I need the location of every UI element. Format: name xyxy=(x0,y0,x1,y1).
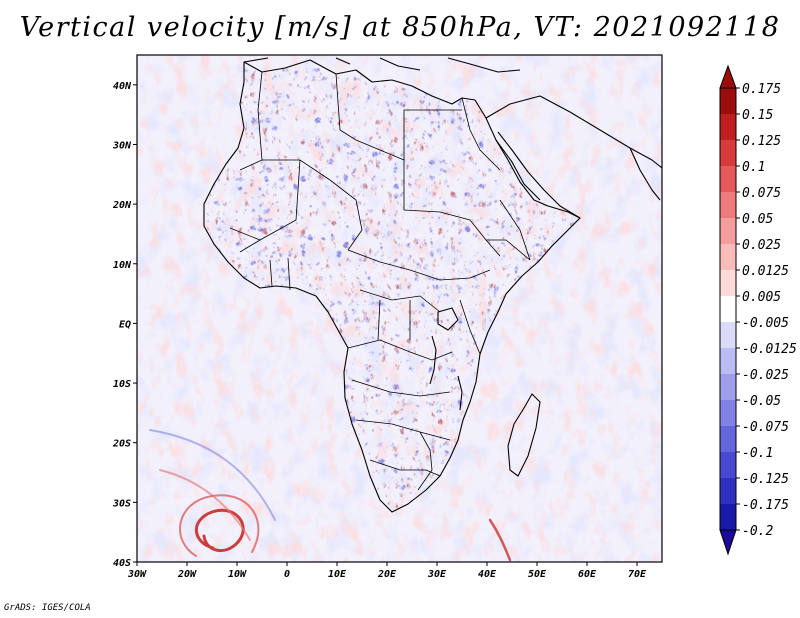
red-sea-east-coast xyxy=(495,139,541,201)
colorbar-label: 0.15 xyxy=(742,108,773,123)
colorbar-swatch xyxy=(720,114,736,140)
velocity-field xyxy=(137,55,662,562)
colorbar-swatch xyxy=(720,348,736,374)
colorbar-label: -0.025 xyxy=(742,368,789,383)
lat-tick-label: 40S xyxy=(113,558,131,569)
lon-tick-label: 50E xyxy=(528,569,547,580)
longitude-axis: 30W 20W 10W 0 10E 20E 30E 40E 50E 60E 70E xyxy=(127,562,647,580)
africa-coastline xyxy=(203,59,581,513)
lake-malawi xyxy=(457,375,463,411)
lon-tick-label: 70E xyxy=(628,569,647,580)
map-title: Vertical velocity [m/s] at 850hPa, VT: 2… xyxy=(19,12,781,43)
colorbar-swatch xyxy=(720,192,736,218)
lat-tick-label: 10S xyxy=(113,379,131,390)
lon-tick-label: 10E xyxy=(328,569,347,580)
lat-tick-label: 30N xyxy=(112,140,132,151)
colorbar-label: 0.05 xyxy=(742,212,773,227)
country-borders xyxy=(229,71,531,491)
colorbar-label: -0.0125 xyxy=(742,342,797,357)
latitude-axis: 40N 30N 20N 10N EQ 10S 20S 30S 40S xyxy=(112,81,137,569)
lon-tick-label: 60E xyxy=(578,569,597,580)
coastlines xyxy=(203,57,662,513)
colorbar-swatch xyxy=(720,218,736,244)
colorbar-swatch xyxy=(720,270,736,296)
colorbar-label: 0.0125 xyxy=(742,264,789,279)
colorbar-swatch xyxy=(720,452,736,478)
lon-tick-label: 30E xyxy=(427,569,447,580)
colorbar-label: -0.2 xyxy=(742,524,773,539)
colorbar-swatch xyxy=(720,244,736,270)
colorbar-top-arrow xyxy=(719,64,737,89)
cyclone-swirl xyxy=(149,429,512,562)
madagascar-coastline xyxy=(507,393,541,477)
lon-tick-label: 20E xyxy=(377,569,397,580)
lat-tick-label: 10N xyxy=(113,260,132,271)
lat-tick-label: 30S xyxy=(112,498,131,509)
lon-tick-label: 30W xyxy=(127,569,147,580)
grads-credit: GrADS: IGES/COLA xyxy=(4,603,91,613)
colorbar-label: -0.125 xyxy=(742,472,789,487)
colorbar-label: -0.05 xyxy=(742,394,781,409)
colorbar-swatch xyxy=(720,322,736,348)
colorbar-swatch xyxy=(720,504,736,530)
colorbar-swatch xyxy=(720,374,736,400)
lat-tick-label: 20N xyxy=(112,200,132,211)
colorbar-swatch xyxy=(720,426,736,452)
india-coast xyxy=(629,147,661,201)
lon-tick-label: 0 xyxy=(284,569,290,580)
mediterranean-north-coast xyxy=(243,57,521,73)
colorbar-label: -0.005 xyxy=(742,316,789,331)
colorbar-swatch xyxy=(720,296,736,322)
arabian-peninsula xyxy=(485,95,662,219)
lon-tick-label: 20W xyxy=(177,569,197,580)
lake-victoria xyxy=(437,307,459,331)
colorbar-label: 0.025 xyxy=(742,238,781,253)
map-frame xyxy=(136,54,663,563)
lake-tanganyika xyxy=(429,335,437,385)
lat-tick-label: 40N xyxy=(113,81,132,92)
colorbar-swatch xyxy=(720,166,736,192)
colorbar-label: 0.125 xyxy=(742,134,781,149)
lat-tick-label: EQ xyxy=(119,319,131,330)
colorbar-swatch xyxy=(720,88,736,114)
colorbar-swatch xyxy=(720,140,736,166)
colorbar-label: -0.1 xyxy=(742,446,773,461)
colorbar-swatch xyxy=(720,478,736,504)
colorbar-label: 0.005 xyxy=(742,290,781,305)
colorbar-label: 0.1 xyxy=(742,160,765,175)
colorbar-label: -0.175 xyxy=(742,498,789,513)
lon-tick-label: 10W xyxy=(228,569,247,580)
colorbar-label: 0.075 xyxy=(742,186,781,201)
colorbar: 0.175 0.15 0.125 0.1 0.075 0.05 0.025 0.0125 0.0… xyxy=(719,64,797,556)
colorbar-bottom-arrow xyxy=(719,529,737,556)
lon-tick-label: 40E xyxy=(478,569,497,580)
colorbar-swatch xyxy=(720,400,736,426)
colorbar-label: -0.075 xyxy=(742,420,789,435)
lat-tick-label: 20S xyxy=(112,439,131,450)
colorbar-label: 0.175 xyxy=(742,82,781,97)
